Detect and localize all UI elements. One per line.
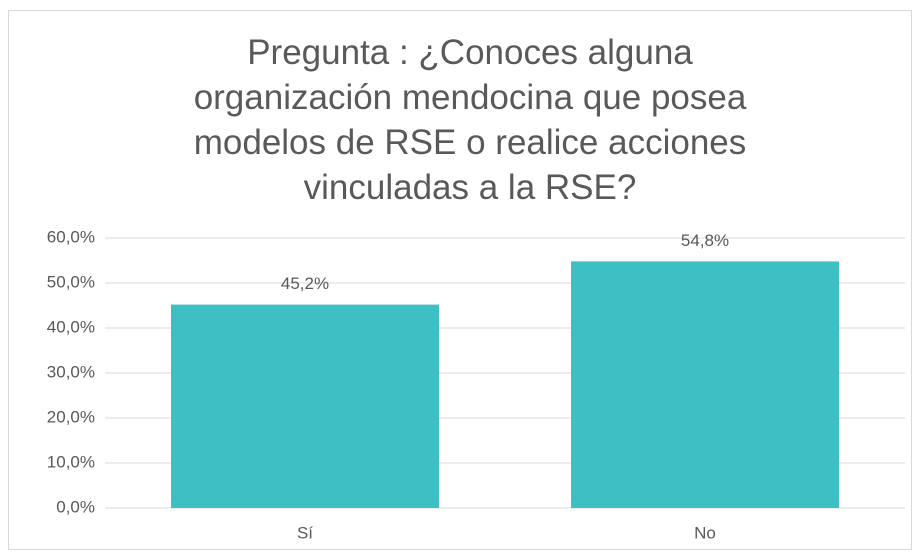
y-tick-label: 60,0%	[47, 227, 95, 246]
chart-title: Pregunta : ¿Conoces alguna organización …	[193, 33, 747, 207]
x-tick-label: Sí	[297, 523, 313, 542]
y-tick-label: 50,0%	[47, 272, 95, 291]
y-tick-label: 30,0%	[47, 362, 95, 381]
y-tick-label: 40,0%	[47, 317, 95, 336]
chart-frame	[8, 10, 912, 550]
y-tick-label: 20,0%	[47, 407, 95, 426]
bar	[571, 261, 839, 508]
data-label: 54,8%	[681, 231, 729, 250]
y-tick-label: 0,0%	[56, 497, 95, 516]
bar	[171, 304, 439, 508]
x-tick-label: No	[694, 523, 716, 542]
data-label: 45,2%	[281, 274, 329, 293]
y-tick-label: 10,0%	[47, 452, 95, 471]
